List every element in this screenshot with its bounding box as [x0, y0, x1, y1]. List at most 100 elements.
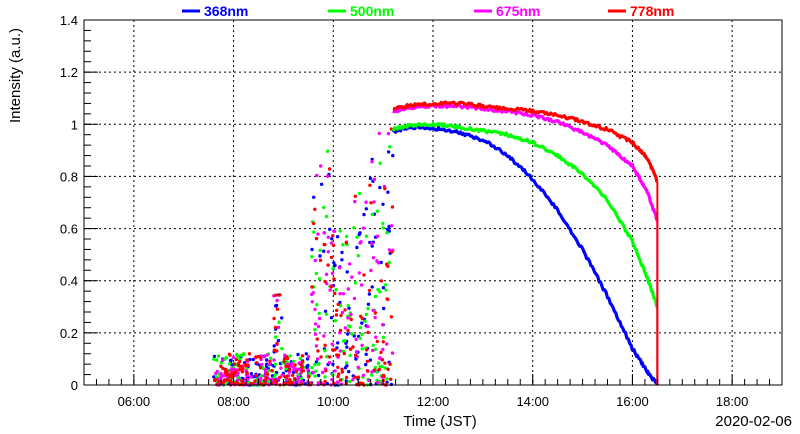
- cloudy-point: [326, 250, 330, 254]
- cloudy-point: [330, 237, 334, 241]
- cloudy-point: [371, 256, 376, 260]
- x-tick-label: 10:00: [317, 394, 350, 409]
- cloudy-point: [213, 377, 218, 382]
- cloudy-point: [254, 361, 259, 365]
- cloudy-point: [298, 356, 302, 361]
- cloudy-point: [385, 342, 389, 346]
- cloudy-point: [360, 343, 364, 347]
- cloudy-point: [327, 167, 332, 171]
- cloudy-point: [322, 242, 326, 247]
- cloudy-point: [224, 355, 228, 360]
- cloudy-point: [258, 366, 263, 370]
- cloudy-point: [372, 368, 377, 372]
- cloudy-point: [216, 354, 221, 358]
- cloudy-point: [358, 231, 362, 235]
- cloudy-point: [284, 367, 288, 371]
- cloudy-point: [228, 374, 233, 378]
- cloudy-point: [331, 348, 335, 352]
- cloudy-point: [372, 200, 376, 204]
- cloudy-point: [233, 381, 237, 386]
- y-tick-label: 1.4: [60, 13, 78, 28]
- cloudy-point: [340, 250, 344, 255]
- cloudy-point: [245, 371, 249, 375]
- cloudy-point: [324, 312, 329, 316]
- cloudy-point: [383, 366, 387, 370]
- cloudy-point: [217, 380, 221, 384]
- cloudy-point: [216, 377, 221, 381]
- cloudy-point: [346, 332, 350, 336]
- cloudy-point: [358, 325, 363, 330]
- cloudy-point: [332, 261, 336, 265]
- x-tick-label: 14:00: [516, 394, 549, 409]
- cloudy-point: [326, 263, 330, 267]
- cloudy-point: [338, 378, 343, 382]
- cloudy-point: [273, 335, 278, 339]
- cloudy-point: [355, 235, 359, 239]
- cloudy-point: [331, 362, 335, 366]
- cloudy-point: [227, 362, 232, 366]
- cloudy-point: [390, 205, 395, 209]
- cloudy-point: [282, 360, 286, 364]
- cloudy-point: [373, 311, 377, 315]
- cloudy-point: [381, 347, 385, 352]
- cloudy-point: [385, 231, 389, 235]
- cloudy-point: [360, 347, 364, 351]
- cloudy-point: [291, 370, 296, 374]
- cloudy-point: [269, 356, 273, 360]
- cloudy-point: [322, 205, 326, 210]
- cloudy-point: [286, 364, 291, 368]
- cloudy-point: [370, 241, 374, 246]
- cloudy-point: [370, 160, 374, 164]
- series-curve-368nm: [391, 124, 659, 386]
- cloudy-point: [366, 369, 370, 373]
- cloudy-point: [300, 354, 305, 358]
- cloudy-point: [343, 308, 347, 312]
- cloudy-point: [325, 355, 329, 359]
- cloudy-point: [374, 335, 378, 339]
- cloudy-point: [349, 317, 353, 322]
- cloudy-point: [375, 339, 379, 344]
- cloudy-point: [229, 380, 234, 384]
- cloudy-point: [234, 357, 238, 362]
- cloudy-point: [314, 236, 319, 241]
- cloudy-point: [345, 270, 349, 274]
- cloudy-point: [361, 226, 366, 230]
- grid-lines: [84, 20, 782, 385]
- cloudy-point: [370, 285, 374, 289]
- cloudy-point: [387, 248, 392, 252]
- cloudy-point: [329, 255, 334, 260]
- cloudy-point: [340, 370, 344, 374]
- cloudy-point: [220, 358, 225, 362]
- cloudy-point: [313, 258, 317, 263]
- legend-label: 675nm: [496, 3, 540, 19]
- cloudy-point: [360, 332, 364, 336]
- cloudy-point: [273, 362, 277, 366]
- cloudy-point: [219, 375, 223, 380]
- cloudy-point: [352, 334, 356, 338]
- cloudy-point: [339, 313, 343, 318]
- cloudy-point: [212, 375, 216, 379]
- legend-label: 778nm: [630, 3, 674, 19]
- cloudy-point: [385, 377, 389, 381]
- cloudy-point: [212, 357, 216, 361]
- cloudy-point: [336, 302, 340, 307]
- y-tick-label: 0.6: [60, 222, 78, 237]
- cloudy-point: [344, 375, 349, 380]
- cloudy-point: [272, 358, 276, 362]
- cloudy-point: [368, 183, 372, 187]
- cloudy-point: [386, 131, 391, 136]
- cloudy-point: [357, 271, 361, 275]
- cloudy-point: [235, 352, 239, 357]
- cloudy-point: [360, 321, 364, 325]
- cloudy-point: [284, 377, 289, 381]
- cloudy-point: [371, 348, 375, 353]
- cloudy-point: [323, 279, 327, 284]
- cloudy-point: [313, 328, 317, 332]
- cloudy-point: [316, 349, 320, 353]
- cloudy-point: [215, 358, 219, 362]
- cloudy-point: [296, 367, 300, 372]
- cloudy-point: [319, 182, 324, 186]
- cloudy-point: [324, 214, 329, 219]
- cloudy-point: [270, 368, 274, 373]
